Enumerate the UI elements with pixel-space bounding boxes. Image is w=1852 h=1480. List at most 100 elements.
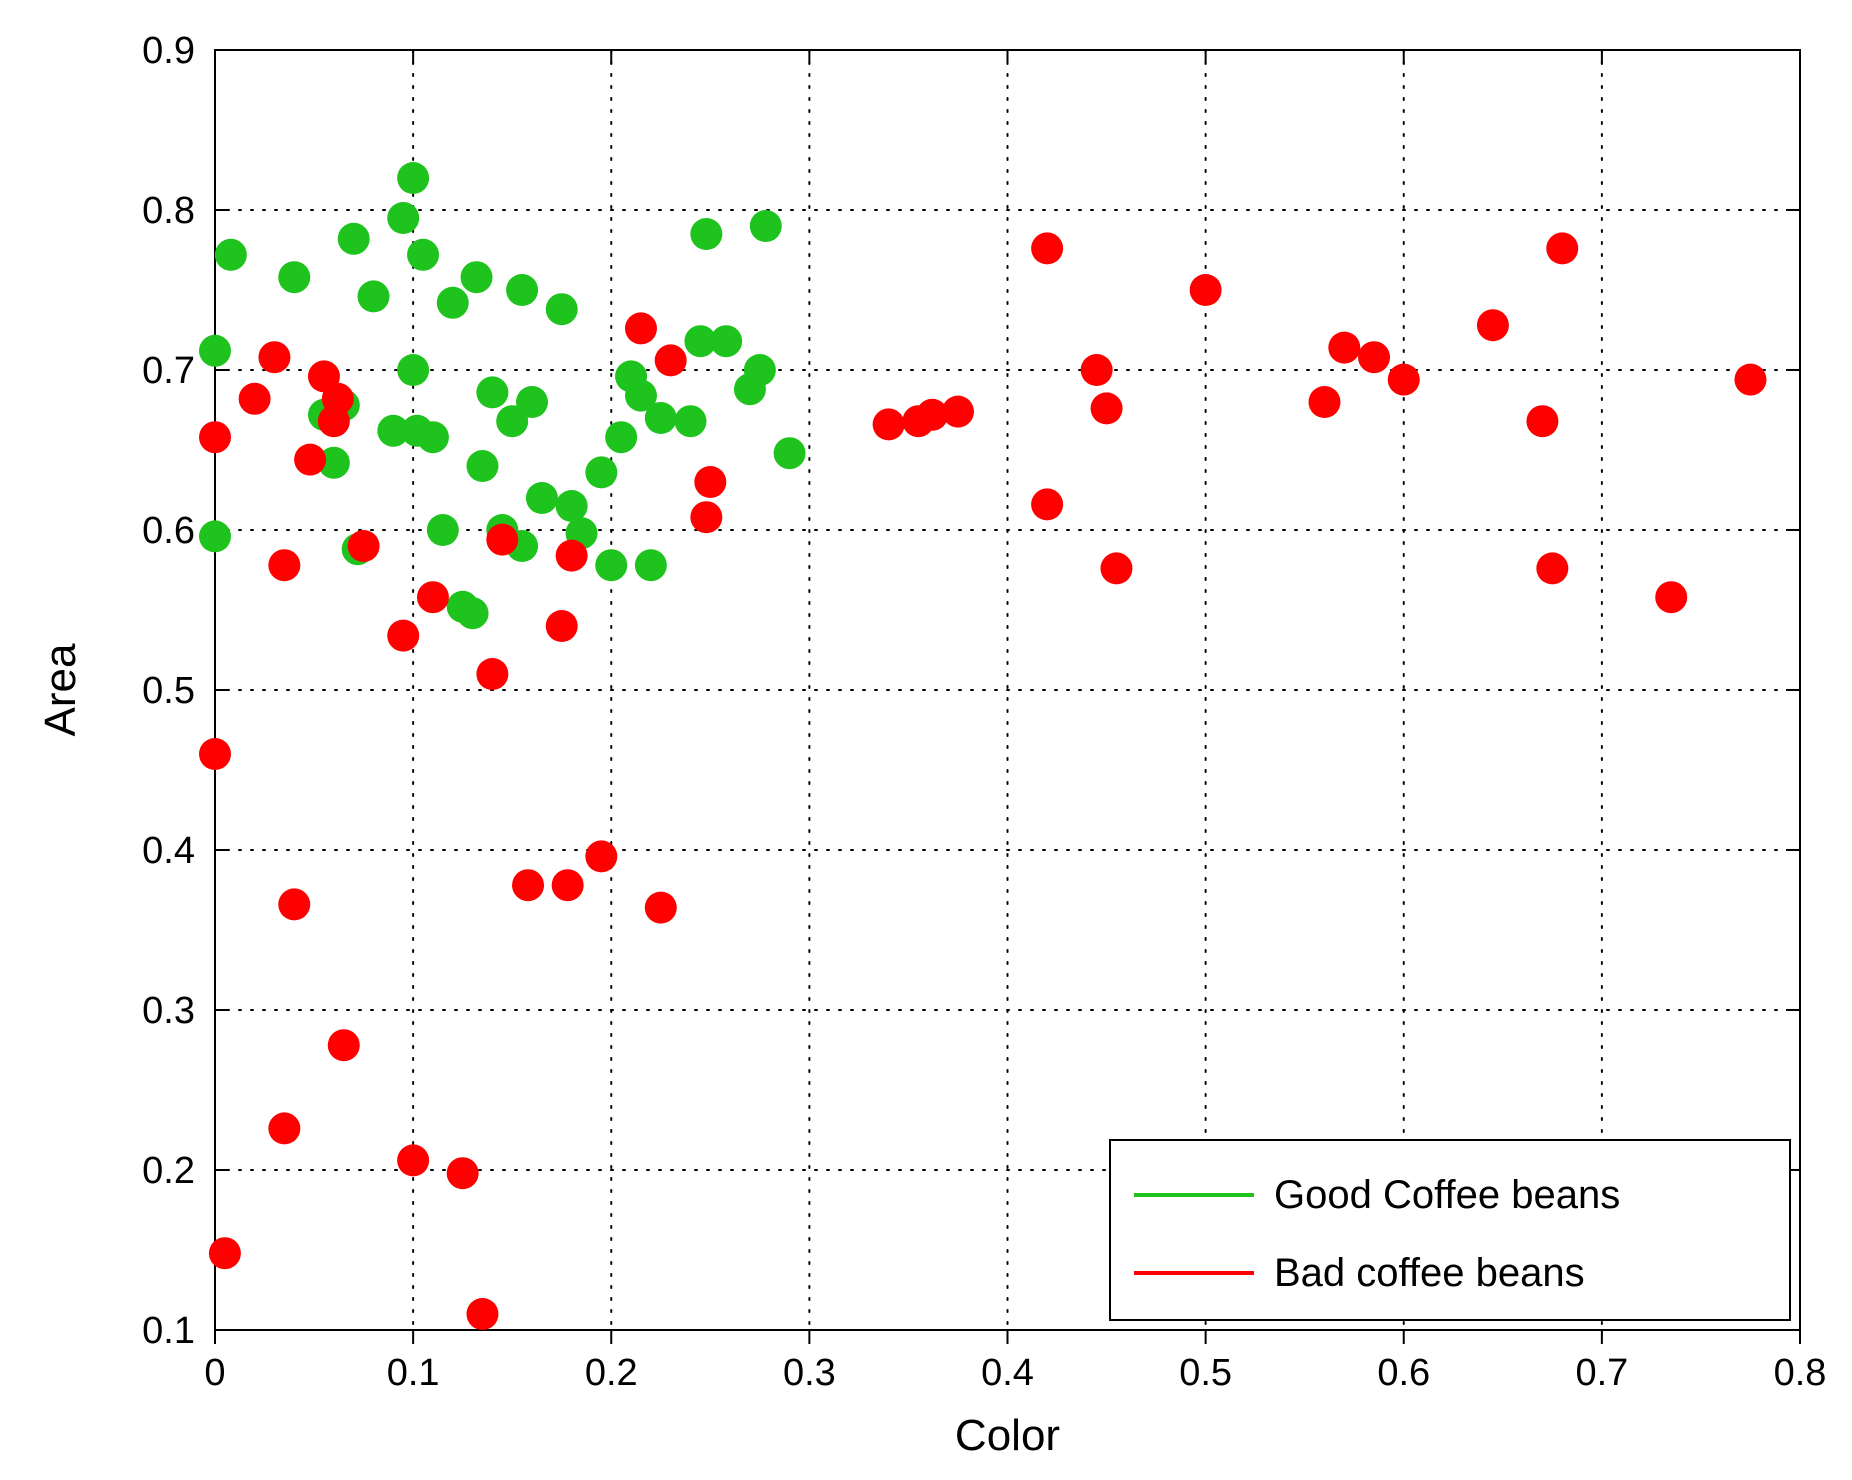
- data-point: [1091, 392, 1123, 424]
- x-tick-label: 0.1: [387, 1352, 440, 1394]
- data-point: [694, 466, 726, 498]
- data-point: [466, 1298, 498, 1330]
- data-point: [516, 386, 548, 418]
- data-point: [397, 354, 429, 386]
- data-point: [476, 376, 508, 408]
- data-point: [1477, 309, 1509, 341]
- y-tick-label: 0.5: [142, 670, 195, 712]
- data-point: [322, 383, 354, 415]
- data-point: [645, 402, 677, 434]
- x-tick-label: 0.5: [1179, 1352, 1232, 1394]
- y-tick-label: 0.2: [142, 1150, 195, 1192]
- data-point: [476, 658, 508, 690]
- data-point: [710, 325, 742, 357]
- data-point: [1546, 232, 1578, 264]
- data-point: [655, 344, 687, 376]
- data-point: [397, 162, 429, 194]
- data-point: [595, 549, 627, 581]
- x-tick-label: 0.3: [783, 1352, 836, 1394]
- data-point: [873, 408, 905, 440]
- data-point: [338, 223, 370, 255]
- data-point: [461, 261, 493, 293]
- data-point: [690, 218, 722, 250]
- data-point: [348, 530, 380, 562]
- data-point: [556, 490, 588, 522]
- data-point: [447, 1157, 479, 1189]
- y-tick-label: 0.3: [142, 990, 195, 1032]
- data-point: [635, 549, 667, 581]
- data-point: [199, 335, 231, 367]
- data-point: [427, 514, 459, 546]
- x-tick-label: 0.6: [1377, 1352, 1430, 1394]
- data-point: [466, 450, 498, 482]
- data-point: [417, 421, 449, 453]
- data-point: [750, 210, 782, 242]
- data-point: [605, 421, 637, 453]
- data-point: [1100, 552, 1132, 584]
- data-point: [585, 456, 617, 488]
- x-axis-label: Color: [955, 1411, 1060, 1460]
- data-point: [397, 1144, 429, 1176]
- y-axis-label: Area: [36, 643, 85, 736]
- legend-label: Good Coffee beans: [1274, 1173, 1620, 1217]
- data-point: [1190, 274, 1222, 306]
- data-point: [486, 524, 518, 556]
- data-point: [645, 892, 677, 924]
- data-point: [774, 437, 806, 469]
- x-tick-label: 0: [204, 1352, 225, 1394]
- data-point: [1081, 354, 1113, 386]
- data-point: [387, 620, 419, 652]
- data-point: [278, 261, 310, 293]
- y-tick-label: 0.1: [142, 1310, 195, 1352]
- data-point: [506, 274, 538, 306]
- data-point: [215, 239, 247, 271]
- data-point: [258, 341, 290, 373]
- x-tick-label: 0.4: [981, 1352, 1034, 1394]
- legend: Good Coffee beans Bad coffee beans: [1110, 1140, 1790, 1320]
- data-point: [546, 293, 578, 325]
- y-tick-label: 0.9: [142, 30, 195, 72]
- data-point: [1536, 552, 1568, 584]
- data-point: [199, 738, 231, 770]
- x-tick-label: 0.7: [1575, 1352, 1628, 1394]
- data-point: [1328, 332, 1360, 364]
- data-point: [552, 869, 584, 901]
- data-point: [585, 840, 617, 872]
- data-point: [199, 520, 231, 552]
- data-point: [294, 444, 326, 476]
- data-point: [546, 610, 578, 642]
- data-point: [387, 202, 419, 234]
- data-point: [1358, 341, 1390, 373]
- y-tick-label: 0.6: [142, 510, 195, 552]
- y-tick-label: 0.8: [142, 190, 195, 232]
- data-point: [328, 1029, 360, 1061]
- data-point: [1031, 488, 1063, 520]
- scatter-chart: 00.10.20.30.40.50.60.70.80.10.20.30.40.5…: [0, 0, 1852, 1480]
- data-point: [942, 396, 974, 428]
- data-point: [209, 1237, 241, 1269]
- data-point: [1388, 364, 1420, 396]
- chart-svg: 00.10.20.30.40.50.60.70.80.10.20.30.40.5…: [0, 0, 1852, 1480]
- x-tick-label: 0.8: [1774, 1352, 1827, 1394]
- data-point: [407, 239, 439, 271]
- data-point: [1526, 405, 1558, 437]
- data-point: [268, 1112, 300, 1144]
- y-tick-label: 0.7: [142, 350, 195, 392]
- data-point: [1031, 232, 1063, 264]
- data-point: [239, 383, 271, 415]
- data-point: [417, 581, 449, 613]
- data-point: [268, 549, 300, 581]
- data-point: [358, 280, 390, 312]
- data-point: [1309, 386, 1341, 418]
- data-point: [744, 354, 776, 386]
- data-point: [1655, 581, 1687, 613]
- data-point: [437, 287, 469, 319]
- data-point: [675, 405, 707, 437]
- legend-label: Bad coffee beans: [1274, 1251, 1585, 1295]
- y-tick-label: 0.4: [142, 830, 195, 872]
- x-tick-label: 0.2: [585, 1352, 638, 1394]
- data-point: [457, 597, 489, 629]
- data-point: [1734, 364, 1766, 396]
- data-point: [625, 312, 657, 344]
- data-point: [526, 482, 558, 514]
